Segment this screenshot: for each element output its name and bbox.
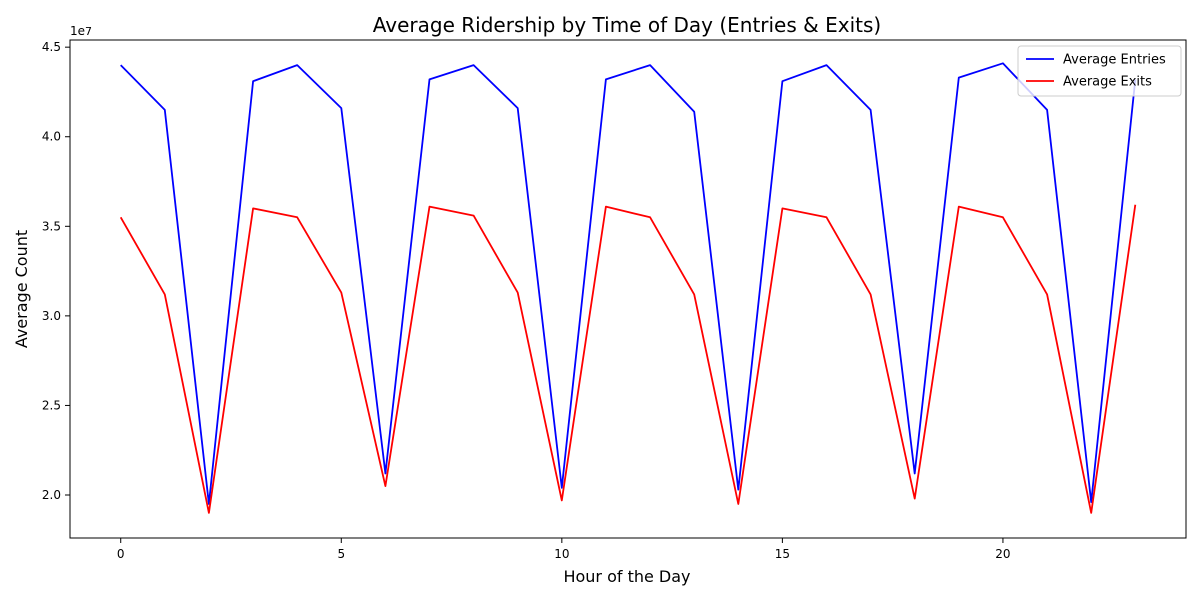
y-tick-label-3: 3.5 xyxy=(42,219,61,233)
y-axis-title: Average Count xyxy=(12,230,31,348)
legend-label-1: Average Exits xyxy=(1063,75,1152,90)
y-tick-label-0: 2.0 xyxy=(42,488,61,502)
legend-label-0: Average Entries xyxy=(1063,53,1166,68)
x-axis-title: Hour of the Day xyxy=(563,567,690,586)
series-line-1 xyxy=(119,204,1137,514)
x-tick-label-3: 15 xyxy=(775,547,790,561)
y-tick-label-1: 2.5 xyxy=(42,398,61,412)
y-exponent-label: 1e7 xyxy=(70,24,92,38)
x-tick-label-2: 10 xyxy=(554,547,569,561)
legend: Average Entries Average Exits xyxy=(1017,45,1182,97)
plot-frame xyxy=(69,39,1187,539)
y-tick-label-2: 3.0 xyxy=(42,309,61,323)
axes-layer: 0 5 10 15 20 2.0 2.5 3.0 3.5 4.0 4.5 xyxy=(42,39,1187,561)
x-tick-label-0: 0 xyxy=(117,547,125,561)
series-line-0 xyxy=(120,62,1137,505)
series-layer xyxy=(119,62,1137,514)
chart-title: Average Ridership by Time of Day (Entrie… xyxy=(373,13,881,37)
y-tick-label-5: 4.5 xyxy=(42,40,61,54)
legend-box xyxy=(1017,45,1182,97)
y-tick-label-4: 4.0 xyxy=(42,130,61,144)
x-tick-label-4: 20 xyxy=(995,547,1010,561)
x-tick-label-1: 5 xyxy=(337,547,345,561)
